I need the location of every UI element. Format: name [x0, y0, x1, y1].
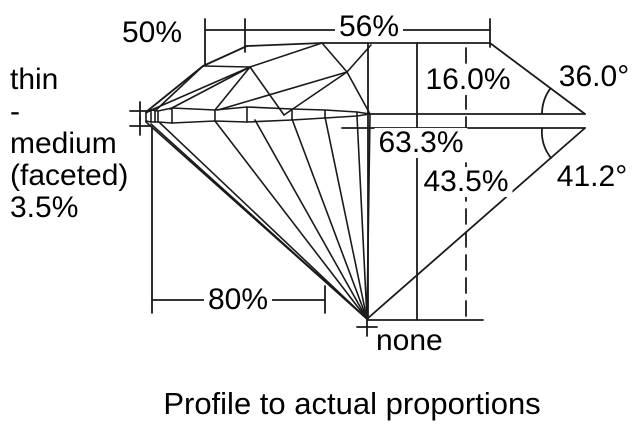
lower-girdle-label: 80% — [203, 285, 273, 315]
culet-label: none — [376, 324, 443, 357]
pavilion-angle-label: 41.2° — [556, 160, 628, 193]
crown-facets — [148, 42, 372, 116]
girdle-line-2: - — [10, 95, 20, 128]
crown-angle-arc — [541, 88, 551, 115]
girdle-line-5: 3.5% — [10, 191, 79, 224]
pavilion-angle-arc — [540, 127, 552, 159]
table-width-label: 56% — [334, 12, 404, 42]
crown-angle-label: 36.0° — [558, 60, 630, 93]
girdle-line-3: medium — [10, 127, 117, 160]
crown-height-label: 16.0% — [421, 65, 515, 95]
girdle-line-4: (faceted) — [10, 159, 129, 192]
total-depth-label: 63.3% — [374, 128, 468, 158]
pavilion-depth-label: 43.5% — [419, 167, 513, 197]
star-length-label: 50% — [121, 16, 183, 49]
girdle-description: thin - medium (faceted) 3.5% — [10, 64, 128, 224]
angle-arcs — [540, 88, 552, 159]
pavilion-facets — [145, 114, 371, 320]
culet-cross-marker — [356, 317, 378, 337]
diagram-caption: Profile to actual proportions — [163, 386, 541, 421]
girdle-band — [145, 106, 371, 124]
girdle-line-1: thin — [10, 63, 59, 96]
girdle-cross-markers — [129, 101, 151, 136]
